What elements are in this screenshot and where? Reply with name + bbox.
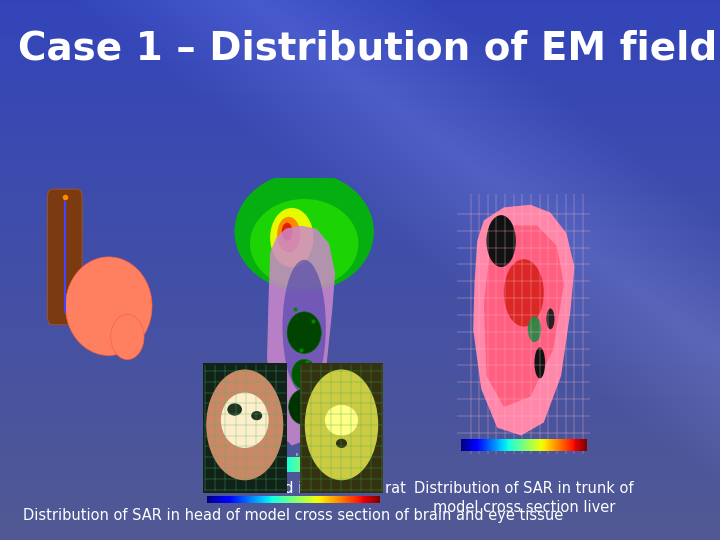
Ellipse shape: [235, 172, 374, 291]
Ellipse shape: [111, 314, 144, 360]
Text: Distribution of SAR in trunk of
model cross section liver: Distribution of SAR in trunk of model cr…: [414, 481, 634, 515]
Ellipse shape: [289, 389, 320, 424]
FancyBboxPatch shape: [48, 189, 82, 325]
Ellipse shape: [504, 259, 544, 327]
Ellipse shape: [305, 369, 378, 480]
Ellipse shape: [528, 316, 541, 342]
Ellipse shape: [228, 403, 242, 416]
Ellipse shape: [336, 438, 347, 448]
Ellipse shape: [292, 360, 317, 389]
Ellipse shape: [282, 222, 292, 241]
Text: Case 1 – Distribution of EM field: Case 1 – Distribution of EM field: [18, 30, 717, 68]
Ellipse shape: [206, 369, 283, 480]
Ellipse shape: [325, 405, 358, 436]
Ellipse shape: [287, 312, 321, 353]
FancyBboxPatch shape: [204, 363, 287, 492]
Ellipse shape: [546, 308, 554, 329]
Text: Electric field in model of rat: Electric field in model of rat: [203, 481, 405, 496]
Polygon shape: [267, 226, 336, 446]
Text: Distribution of SAR in head of model cross section of brain and eye tissue: Distribution of SAR in head of model cro…: [23, 508, 564, 523]
Ellipse shape: [66, 257, 152, 355]
Ellipse shape: [221, 393, 269, 448]
Ellipse shape: [277, 217, 300, 252]
Ellipse shape: [251, 411, 262, 420]
Text: E [V/m]: E [V/m]: [297, 452, 312, 456]
Ellipse shape: [487, 215, 516, 267]
Polygon shape: [484, 226, 564, 407]
Ellipse shape: [282, 260, 326, 394]
Ellipse shape: [534, 347, 545, 379]
Polygon shape: [473, 205, 575, 435]
FancyBboxPatch shape: [300, 363, 383, 492]
Ellipse shape: [250, 199, 359, 288]
Ellipse shape: [270, 208, 313, 267]
